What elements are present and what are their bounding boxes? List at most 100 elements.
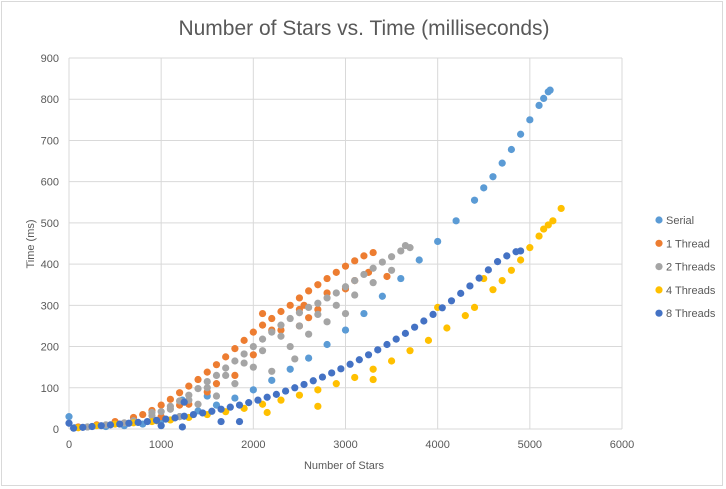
data-point [305, 330, 313, 338]
legend-item: 2 Threads [655, 262, 716, 274]
data-point [351, 257, 359, 265]
y-tick-label: 200 [41, 342, 59, 354]
data-point [364, 351, 373, 359]
data-point [277, 307, 285, 316]
data-point [332, 289, 340, 297]
data-point [249, 386, 257, 394]
data-point [318, 373, 327, 381]
data-point [438, 304, 446, 312]
y-tick-label: 100 [41, 383, 59, 395]
data-point [489, 173, 497, 181]
data-point [295, 294, 304, 302]
data-point [65, 413, 73, 421]
data-point [387, 266, 396, 274]
data-point [470, 303, 479, 311]
data-point [517, 256, 525, 264]
data-point [286, 301, 294, 309]
data-point [277, 332, 285, 340]
data-point [88, 422, 96, 431]
data-point [378, 292, 386, 300]
data-point [258, 347, 267, 355]
data-point [360, 252, 368, 260]
data-point [387, 357, 396, 365]
series-1 [74, 248, 391, 431]
data-point [369, 279, 377, 287]
data-point [212, 401, 221, 409]
data-point [461, 312, 469, 320]
data-point [517, 130, 525, 138]
data-point [185, 391, 193, 399]
legend-marker [655, 263, 663, 271]
data-point [268, 328, 276, 336]
data-point [305, 314, 313, 322]
legend-label: 2 Threads [666, 262, 716, 274]
data-point [341, 283, 350, 291]
data-point [378, 258, 386, 266]
data-point [332, 268, 340, 276]
y-tick-label: 0 [53, 424, 59, 436]
y-tick-label: 700 [41, 135, 59, 147]
data-point [272, 390, 280, 398]
data-point [180, 398, 188, 406]
series-0 [65, 86, 554, 432]
y-axis-title: Time (ms) [25, 219, 37, 268]
data-point [263, 393, 271, 401]
data-point [222, 353, 230, 361]
legend-label: 8 Threads [666, 308, 716, 320]
data-point [203, 377, 211, 386]
y-tick-label: 400 [41, 259, 59, 271]
data-point [268, 314, 276, 323]
data-point [254, 396, 262, 404]
data-point [305, 354, 313, 362]
data-point [65, 419, 73, 427]
data-point [383, 340, 391, 349]
data-point [434, 237, 442, 246]
data-point [295, 391, 304, 399]
data-point [503, 252, 511, 260]
data-point [258, 309, 267, 318]
data-point [194, 375, 202, 384]
data-point [489, 286, 497, 294]
data-point [369, 264, 377, 272]
data-point [231, 345, 239, 353]
data-point [268, 376, 276, 384]
data-point [268, 367, 276, 375]
data-point [189, 410, 198, 419]
data-point [498, 277, 506, 285]
data-point [235, 417, 244, 426]
data-point [277, 396, 285, 404]
data-point [369, 365, 377, 373]
y-tick-label: 600 [41, 177, 59, 189]
data-point [258, 400, 267, 408]
data-point [557, 204, 565, 213]
legend-item: Serial [655, 215, 694, 227]
data-point [212, 371, 221, 380]
data-point [475, 274, 483, 282]
x-axis-title: Number of Stars [304, 460, 385, 472]
data-point [314, 299, 322, 307]
data-point [203, 384, 211, 392]
y-tick-label: 900 [41, 53, 59, 65]
data-point [314, 402, 322, 410]
data-point [70, 424, 78, 432]
data-point [351, 291, 359, 299]
data-points [65, 86, 565, 432]
data-point [507, 145, 515, 154]
data-point [148, 408, 156, 417]
data-point [526, 116, 534, 124]
data-point [217, 405, 225, 413]
data-point [231, 394, 239, 402]
y-tick-label: 800 [41, 94, 59, 106]
data-point [249, 328, 257, 336]
x-tick-label: 6000 [610, 439, 634, 451]
data-point [79, 423, 87, 431]
x-tick-label: 5000 [518, 439, 542, 451]
data-point [171, 414, 179, 422]
data-point [116, 420, 124, 428]
data-point [277, 326, 285, 334]
y-tick-label: 500 [41, 218, 59, 230]
data-point [258, 335, 267, 343]
data-point [291, 355, 299, 363]
